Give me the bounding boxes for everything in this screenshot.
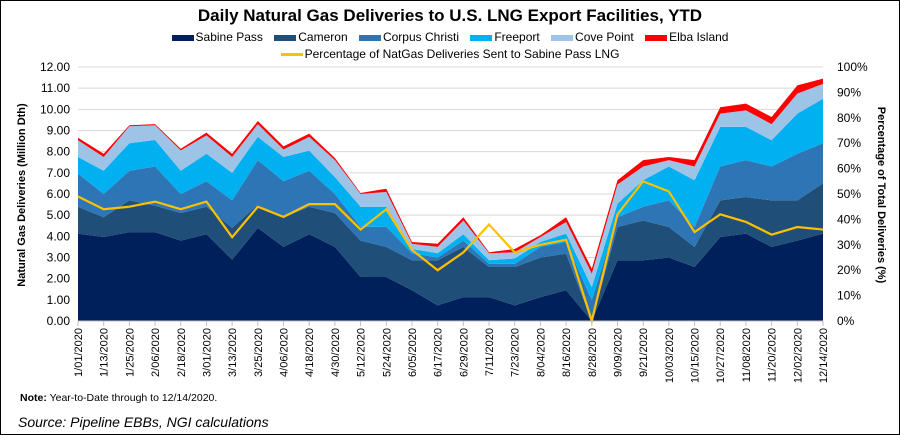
legend-item-percentage: Percentage of NatGas Deliveries Sent to …: [280, 47, 620, 61]
x-tick-label: 2/18/2020: [176, 328, 188, 377]
legend-line: Percentage of NatGas Deliveries Sent to …: [0, 47, 900, 61]
area-freeport: [78, 98, 823, 301]
x-tick-label: 1/13/2020: [99, 328, 111, 377]
legend-item-cove-point: Cove Point: [551, 30, 634, 44]
x-tick-label: 7/11/2020: [484, 328, 496, 376]
legend-label: Cove Point: [575, 30, 634, 44]
y2-tick-label: 60%: [837, 162, 861, 176]
note-text: Year-to-Date through to 12/14/2020.: [46, 392, 218, 404]
y2-tick-label: 30%: [837, 238, 861, 252]
y-tick-label: 10.00: [40, 102, 70, 116]
y2-axis-title: Percentage of Total Deliveries (%): [875, 107, 887, 284]
x-tick-label: 3/25/2020: [253, 328, 265, 377]
legend-swatch: [280, 53, 303, 57]
x-tick-label: 4/18/2020: [304, 328, 316, 377]
legend-label: Freeport: [494, 30, 540, 44]
y2-tick-label: 40%: [837, 212, 861, 226]
y-tick-label: 2.00: [47, 272, 71, 286]
y2-tick-label: 0%: [837, 314, 855, 328]
x-tick-label: 6/29/2020: [458, 328, 470, 377]
y2-tick-label: 10%: [837, 289, 861, 303]
legend-swatch: [645, 34, 668, 41]
x-tick-label: 3/01/2020: [201, 328, 213, 377]
y-tick-label: 0.00: [47, 314, 71, 328]
x-tick-label: 10/03/2020: [664, 328, 676, 383]
x-tick-label: 8/16/2020: [561, 328, 573, 377]
chart-title: Daily Natural Gas Deliveries to U.S. LNG…: [197, 6, 703, 25]
x-tick-label: 3/13/2020: [227, 328, 239, 377]
note-label: Note:: [20, 392, 47, 404]
legend-swatch: [358, 34, 381, 41]
y-tick-label: 9.00: [47, 124, 71, 138]
y-tick-label: 1.00: [47, 293, 71, 307]
legend: Sabine Pass Cameron Corpus Christi Freep…: [0, 30, 900, 44]
x-tick-label: 1/25/2020: [124, 328, 136, 377]
legend-item-sabine-pass: Sabine Pass: [171, 30, 263, 44]
y-tick-label: 7.00: [47, 166, 71, 180]
y-axis-title: Natural Gas Deliveries (Million Dth): [16, 103, 28, 287]
y-tick-label: 4.00: [47, 229, 71, 243]
area-elba-island: [78, 78, 823, 274]
y2-tick-label: 100%: [837, 60, 868, 74]
y-tick-label: 8.00: [47, 145, 71, 159]
area-cove-point: [78, 83, 823, 288]
x-tick-label: 12/02/2020: [792, 328, 804, 383]
legend-item-freeport: Freeport: [470, 30, 540, 44]
y2-tick-label: 50%: [837, 187, 861, 201]
x-tick-label: 5/12/2020: [356, 328, 368, 377]
y-tick-label: 11.00: [41, 81, 70, 95]
y2-tick-label: 20%: [837, 263, 861, 277]
x-tick-label: 6/05/2020: [407, 328, 419, 377]
y-tick-label: 12.00: [40, 60, 70, 74]
legend-swatch: [551, 34, 574, 41]
x-tick-label: 1/01/2020: [73, 328, 85, 377]
x-tick-label: 11/20/2020: [767, 328, 779, 382]
legend-label: Percentage of NatGas Deliveries Sent to …: [304, 47, 620, 61]
x-tick-label: 5/24/2020: [381, 328, 393, 377]
legend-item-cameron: Cameron: [274, 30, 348, 44]
legend-label: Corpus Christi: [382, 30, 459, 44]
x-tick-label: 10/15/2020: [690, 328, 702, 383]
area-corpus-christi: [78, 143, 823, 321]
x-tick-label: 12/14/2020: [818, 328, 830, 383]
x-tick-label: 4/06/2020: [279, 328, 291, 377]
y2-tick-label: 70%: [837, 136, 861, 150]
x-tick-label: 6/17/2020: [433, 328, 445, 377]
y2-tick-label: 90%: [837, 85, 861, 99]
x-tick-label: 11/08/2020: [741, 328, 753, 382]
note: Note: Year-to-Date through to 12/14/2020…: [20, 392, 217, 404]
legend-swatch: [171, 34, 194, 41]
legend-label: Elba Island: [669, 30, 729, 44]
x-tick-label: 7/23/2020: [510, 328, 522, 377]
y-tick-label: 6.00: [47, 187, 71, 201]
legend-swatch: [274, 34, 297, 41]
legend-swatch: [470, 34, 493, 41]
area-cameron: [78, 183, 823, 321]
y-tick-label: 3.00: [47, 251, 71, 265]
x-tick-label: 8/28/2020: [587, 328, 599, 377]
x-tick-label: 9/09/2020: [612, 328, 624, 377]
legend-label: Cameron: [298, 30, 348, 44]
legend-item-elba-island: Elba Island: [645, 30, 728, 44]
x-tick-label: 2/06/2020: [150, 328, 162, 377]
line-sabine-percentage: [77, 179, 824, 326]
y2-tick-label: 80%: [837, 111, 861, 125]
x-tick-label: 8/04/2020: [535, 328, 547, 377]
area-sabine-pass: [78, 227, 823, 321]
legend-item-corpus-christi: Corpus Christi: [358, 30, 459, 44]
x-tick-label: 4/30/2020: [330, 328, 342, 377]
x-tick-label: 10/27/2020: [715, 328, 727, 383]
source: Source: Pipeline EBBs, NGI calculations: [18, 414, 269, 430]
y-tick-label: 5.00: [47, 208, 71, 222]
x-tick-label: 9/21/2020: [638, 328, 650, 377]
legend-label: Sabine Pass: [195, 30, 263, 44]
